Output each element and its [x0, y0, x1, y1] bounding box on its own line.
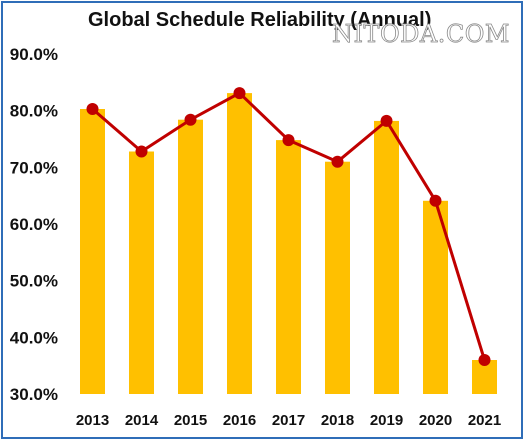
point-2016	[233, 87, 246, 100]
bar-2019	[374, 120, 399, 395]
line-group	[86, 87, 491, 366]
point-2014	[135, 145, 148, 158]
point-2019	[380, 114, 393, 127]
x-tick-label: 2013	[76, 412, 109, 429]
point-2018	[331, 155, 344, 168]
chart-title: Global Schedule Reliability (Annual)	[88, 9, 431, 31]
bar-2020	[423, 200, 448, 394]
y-tick-label: 50.0%	[10, 272, 58, 291]
x-tick-label: 2015	[174, 412, 207, 429]
x-tick-label: 2020	[419, 412, 452, 429]
y-tick-label: 90.0%	[10, 45, 58, 64]
x-axis: 2013 2014 2015 2016 2017 2018 2019 2020 2021	[76, 412, 501, 429]
y-tick-label: 30.0%	[10, 385, 58, 404]
x-tick-label: 2017	[272, 412, 305, 429]
x-tick-label: 2021	[468, 412, 501, 429]
x-tick-label: 2018	[321, 412, 354, 429]
bar-2015	[178, 119, 203, 394]
x-tick-label: 2014	[125, 412, 159, 429]
point-2013	[86, 103, 99, 115]
point-2021	[478, 354, 491, 366]
y-tick-label: 60.0%	[10, 215, 58, 234]
watermark: NITODA.COM	[332, 20, 510, 48]
point-2020	[429, 194, 442, 207]
y-tick-label: 40.0%	[10, 328, 58, 347]
point-2017	[282, 134, 295, 147]
bar-2018	[325, 161, 350, 394]
point-2015	[184, 113, 197, 126]
y-tick-label: 80.0%	[10, 102, 58, 121]
bar-2016	[227, 93, 252, 394]
bar-2013	[80, 109, 105, 394]
x-tick-label: 2016	[223, 412, 256, 429]
y-axis: 30.0% 40.0% 50.0% 60.0% 70.0% 80.0% 90.0%	[10, 45, 58, 404]
y-tick-label: 70.0%	[10, 158, 58, 177]
bars-group	[80, 93, 497, 395]
bar-2014	[129, 151, 154, 394]
bar-2017	[276, 140, 301, 394]
x-tick-label: 2019	[370, 412, 403, 429]
